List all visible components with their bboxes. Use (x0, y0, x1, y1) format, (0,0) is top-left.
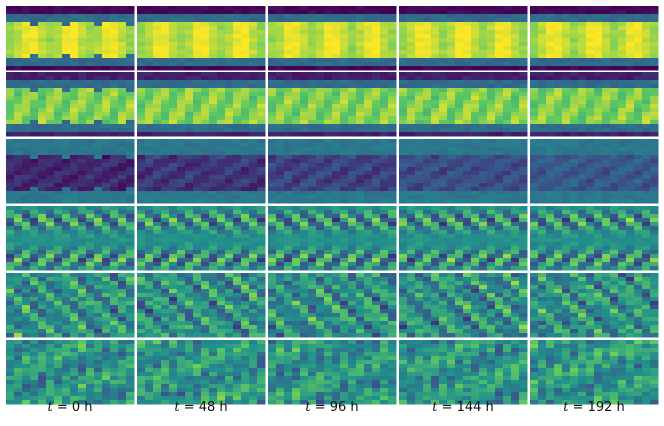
field-panel-r0-c4 (530, 6, 659, 71)
field-panel-r0-c0 (6, 6, 135, 71)
time-label-0: t = 0 h (47, 400, 93, 415)
field-panel-r3-c3 (399, 206, 528, 271)
field-panel-r4-c1 (137, 273, 266, 338)
field-panel-r2-c1 (137, 139, 266, 204)
field-panel-r3-c2 (268, 206, 397, 271)
field-panel-r5-c4 (530, 340, 659, 405)
field-panel-r5-c0 (6, 340, 135, 405)
field-panel-r1-c2 (268, 72, 397, 137)
field-panel-r3-c0 (6, 206, 135, 271)
field-panel-r4-c2 (268, 273, 397, 338)
field-panel-r1-c0 (6, 72, 135, 137)
time-label-48: t = 48 h (174, 400, 228, 415)
field-panel-r2-c4 (530, 139, 659, 204)
field-panel-r1-c1 (137, 72, 266, 137)
field-panel-r2-c2 (268, 139, 397, 204)
field-panel-r0-c2 (268, 6, 397, 71)
field-panel-r4-c0 (6, 273, 135, 338)
field-panel-r5-c2 (268, 340, 397, 405)
field-panel-r5-c3 (399, 340, 528, 405)
field-panel-r1-c4 (530, 72, 659, 137)
time-label-96: t = 96 h (305, 400, 359, 415)
field-panel-r4-c4 (530, 273, 659, 338)
field-panel-r0-c1 (137, 6, 266, 71)
field-panel-r4-c3 (399, 273, 528, 338)
field-panel-r2-c3 (399, 139, 528, 204)
field-panel-r1-c3 (399, 72, 528, 137)
field-panel-r2-c0 (6, 139, 135, 204)
field-panel-r0-c3 (399, 6, 528, 71)
field-panel-r5-c1 (137, 340, 266, 405)
field-panel-r3-c4 (530, 206, 659, 271)
time-label-192: t = 192 h (563, 400, 625, 415)
time-label-144: t = 144 h (432, 400, 494, 415)
field-panel-r3-c1 (137, 206, 266, 271)
